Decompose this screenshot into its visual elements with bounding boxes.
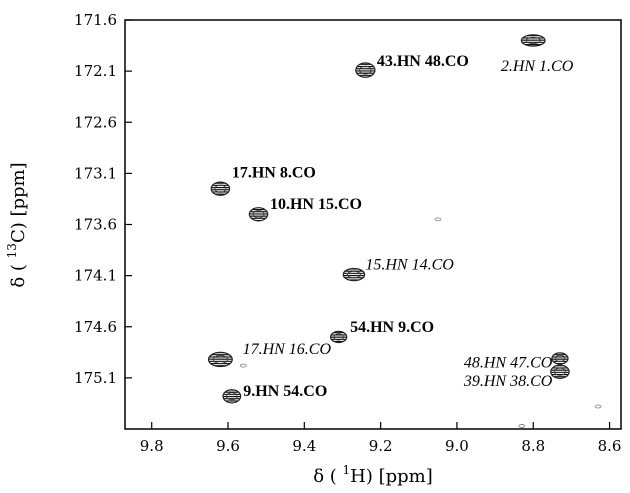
nmr-peak xyxy=(207,351,233,368)
peak-label: 10.HN 15.CO xyxy=(270,196,362,213)
peak-label: 43.HN 48.CO xyxy=(377,53,469,70)
y-tick-label: 173.6 xyxy=(74,216,117,234)
x-tick-label: 9.4 xyxy=(292,437,316,455)
plot-frame xyxy=(124,19,622,430)
peak-label: 39.HN 38.CO xyxy=(463,373,553,390)
y-tick-label: 171.6 xyxy=(74,11,117,29)
nmr-peak xyxy=(551,352,569,365)
peak-label: 48.HN 47.CO xyxy=(464,355,553,372)
x-tick-label: 8.6 xyxy=(598,437,622,455)
peak-label: 9.HN 54.CO xyxy=(243,383,327,400)
peak-label: 15.HN 14.CO xyxy=(365,256,454,273)
x-axis-ticks: 9.8 9.6 9.4 9.2 9.0 8.8 8.6 xyxy=(140,422,622,455)
y-tick-label: 172.6 xyxy=(74,113,117,131)
peak-label: 2.HN 1.CO xyxy=(501,58,574,75)
nmr-peak xyxy=(342,267,366,282)
y-tick-label: 174.6 xyxy=(74,318,117,336)
noise-speck xyxy=(434,217,442,222)
peak-label: 17.HN 16.CO xyxy=(243,341,332,358)
y-tick-label: 175.1 xyxy=(74,369,117,387)
y-tick-label: 172.1 xyxy=(74,62,117,80)
x-tick-label: 9.8 xyxy=(140,437,164,455)
noise-speck xyxy=(518,424,526,428)
noise-layer xyxy=(239,217,602,428)
nmr-peak xyxy=(520,34,546,47)
y-tick-label: 173.1 xyxy=(74,164,117,182)
x-axis-title: δ ( 1H) [ppm] xyxy=(313,463,433,487)
noise-speck xyxy=(594,404,602,409)
peak-label-layer: 43.HN 48.CO 2.HN 1.CO 17.HN 8.CO 10.HN 15.C… xyxy=(232,53,574,400)
nmr-peak xyxy=(248,207,269,222)
x-tick-label: 8.8 xyxy=(521,437,545,455)
x-tick-label: 9.2 xyxy=(369,437,393,455)
nmr-peak xyxy=(550,364,570,379)
y-axis-title: δ ( 13C) [ppm] xyxy=(5,162,29,287)
nmr-peak xyxy=(355,62,376,78)
y-tick-label: 174.1 xyxy=(74,267,117,285)
x-tick-label: 9.6 xyxy=(216,437,240,455)
nmr-peak xyxy=(222,389,242,404)
peak-label: 54.HN 9.CO xyxy=(350,319,434,336)
nmr-peak xyxy=(330,330,348,344)
noise-speck xyxy=(239,363,247,368)
nmr-peak xyxy=(210,181,231,196)
peak-layer xyxy=(207,34,570,404)
x-tick-label: 9.0 xyxy=(445,437,469,455)
y-axis-ticks: 171.6 172.1 172.6 173.1 173.6 174.1 174.6 175.1 xyxy=(74,11,132,387)
peak-label: 17.HN 8.CO xyxy=(232,164,316,181)
